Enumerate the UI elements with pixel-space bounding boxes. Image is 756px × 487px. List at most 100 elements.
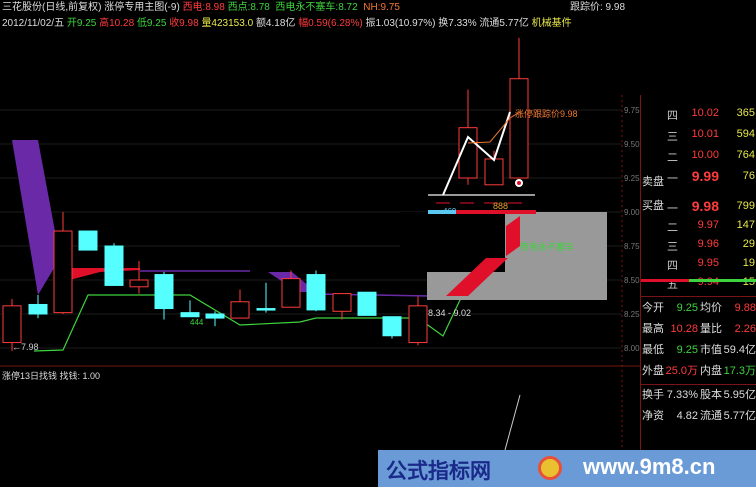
bid-ask-divider: [641, 279, 756, 282]
sell-label: 卖盘: [642, 176, 664, 188]
stat-key: 流通: [700, 410, 722, 422]
chart-title: 三花股份(日线,前复权) 涨停专用主图(-9): [2, 2, 180, 13]
level-price: 10.02: [691, 107, 719, 119]
stat-value: 10.28: [670, 323, 698, 335]
stat-row: 最低 9.25 市值 59.4亿: [641, 340, 756, 361]
level-label: 三: [667, 131, 678, 143]
high: 高10.28: [99, 18, 135, 29]
stat-row: 外盘 25.0万 内盘 17.3万: [641, 361, 756, 382]
stat-row: 净资 4.82 流通 5.77亿: [641, 406, 756, 427]
level-label: 三: [667, 241, 678, 253]
candle: [281, 270, 301, 308]
price-tick-label: 8.00: [624, 344, 640, 353]
red-zone-band-2: [506, 216, 520, 256]
candle: [230, 289, 250, 319]
candle: [306, 270, 326, 312]
price-tick-label: 9.50: [624, 140, 640, 149]
stat-value: 7.33%: [666, 389, 698, 401]
candle: [78, 230, 98, 251]
stat-value: 9.88: [734, 302, 756, 314]
stat-key: 外盘: [642, 365, 664, 377]
stat-key: 市值: [700, 344, 722, 356]
stat-row: 换手 7.33% 股本 5.95亿: [641, 385, 756, 406]
candle: [484, 150, 504, 186]
level-price: 9.99: [691, 168, 719, 184]
close: 收9.98: [169, 18, 199, 29]
level-volume: 19: [742, 257, 755, 269]
stat-key: 内盘: [700, 365, 722, 377]
sell-level-row[interactable]: 二 10.00 764: [641, 149, 756, 167]
stat-key: 今开: [642, 302, 664, 314]
level-volume: 764: [736, 149, 755, 161]
small-label: 444: [190, 318, 204, 327]
buy-level-row[interactable]: 二 9.97 147: [641, 219, 756, 237]
stat-value: 9.25: [676, 344, 698, 356]
stat-value: 5.95亿: [723, 389, 756, 401]
level-volume: 594: [736, 128, 755, 140]
level-price: 9.95: [697, 257, 719, 269]
open: 开9.25: [66, 18, 97, 29]
stat-value: 2.26: [734, 323, 756, 335]
xidian-label: 西电:: [182, 2, 206, 13]
stat-key: 净资: [642, 410, 664, 422]
sell-level-row[interactable]: 三 10.01 594: [641, 128, 756, 146]
green-support-line: [33, 252, 501, 352]
sell-level-row[interactable]: 一 9.99 76: [641, 168, 756, 188]
candle: [408, 296, 428, 346]
stat-key: 最高: [642, 323, 664, 335]
price-tick-label: 8.25: [624, 310, 640, 319]
price-chart[interactable]: 9.75 9.50 9.25 9.00 8.75 8.50 8.25 8.00 涨停跟踪价9.…: [0, 0, 640, 487]
sell-level-row[interactable]: 四 10.02 365: [641, 107, 756, 125]
quote-panel: 四 10.02 365 三 10.01 594 二 10.00 764 一 9.99 76 一 9.98 7…: [640, 95, 756, 487]
stat-value: 5.77亿: [723, 410, 756, 422]
red-bar: [428, 210, 536, 214]
red-band: [62, 268, 140, 282]
logo-icon: [538, 456, 562, 480]
annotation: 涨停跟踪价9.98: [515, 108, 578, 119]
stat-value: 17.3万: [723, 365, 756, 377]
buy-label: 买盘: [642, 200, 664, 212]
watermark-banner: 公式指标网 www.9m8.cn: [378, 450, 756, 487]
level-price: 10.00: [691, 149, 719, 161]
indicator-title: 涨停13日找钱 找钱: 1.00: [2, 370, 100, 381]
stat-row: 今开 9.25 均价 9.88: [641, 298, 756, 319]
buy-level-row[interactable]: 三 9.96 29: [641, 238, 756, 256]
candle: [2, 299, 22, 351]
stat-key: 股本: [700, 389, 722, 401]
white-trend-line: [442, 111, 511, 196]
xidian-point-label: 西点:: [227, 2, 251, 13]
level-price: 9.98: [691, 198, 719, 214]
level-label: 五: [667, 279, 678, 291]
level-price: 9.96: [697, 238, 719, 250]
buy-level-row[interactable]: 一 9.98 799: [641, 198, 756, 218]
low-marker: ←7.98: [12, 342, 39, 352]
stat-key: 换手: [642, 389, 664, 401]
date: 2012/11/02/五: [2, 18, 65, 29]
amount: 额4.18亿: [255, 18, 296, 29]
level-label: 二: [667, 222, 678, 234]
candle: [129, 260, 149, 294]
level-label: 二: [667, 152, 678, 164]
stat-key: 量比: [700, 323, 722, 335]
indicator-line: [504, 394, 521, 451]
level-volume: 76: [742, 170, 755, 182]
volume: 量423153.0: [201, 18, 254, 29]
level-volume: 799: [736, 200, 755, 212]
chart-header-row2: 2012/11/02/五 开9.25 高10.28 低9.25 收9.98 量4…: [2, 18, 572, 30]
nh-value: 9.75: [380, 2, 400, 13]
candle: [180, 300, 200, 318]
level-label: 一: [667, 203, 678, 215]
xidian-point-value: 8.78: [250, 2, 270, 13]
buy-level-row[interactable]: 四 9.95 19: [641, 257, 756, 275]
turnover: 换7.33%: [438, 18, 477, 29]
forever-label: 西电永不塞车:: [275, 2, 339, 13]
candle: [382, 316, 402, 339]
purple-band: [12, 140, 60, 295]
level-label: 四: [667, 260, 678, 272]
price-tick-label: 9.00: [624, 208, 640, 217]
range-label: 8.34 - 9.02: [428, 308, 471, 318]
nh-label: NH:: [363, 2, 381, 13]
industry: 机械基件: [531, 18, 572, 29]
price-tick-label: 9.25: [624, 174, 640, 183]
price-tick-label: 8.50: [624, 276, 640, 285]
